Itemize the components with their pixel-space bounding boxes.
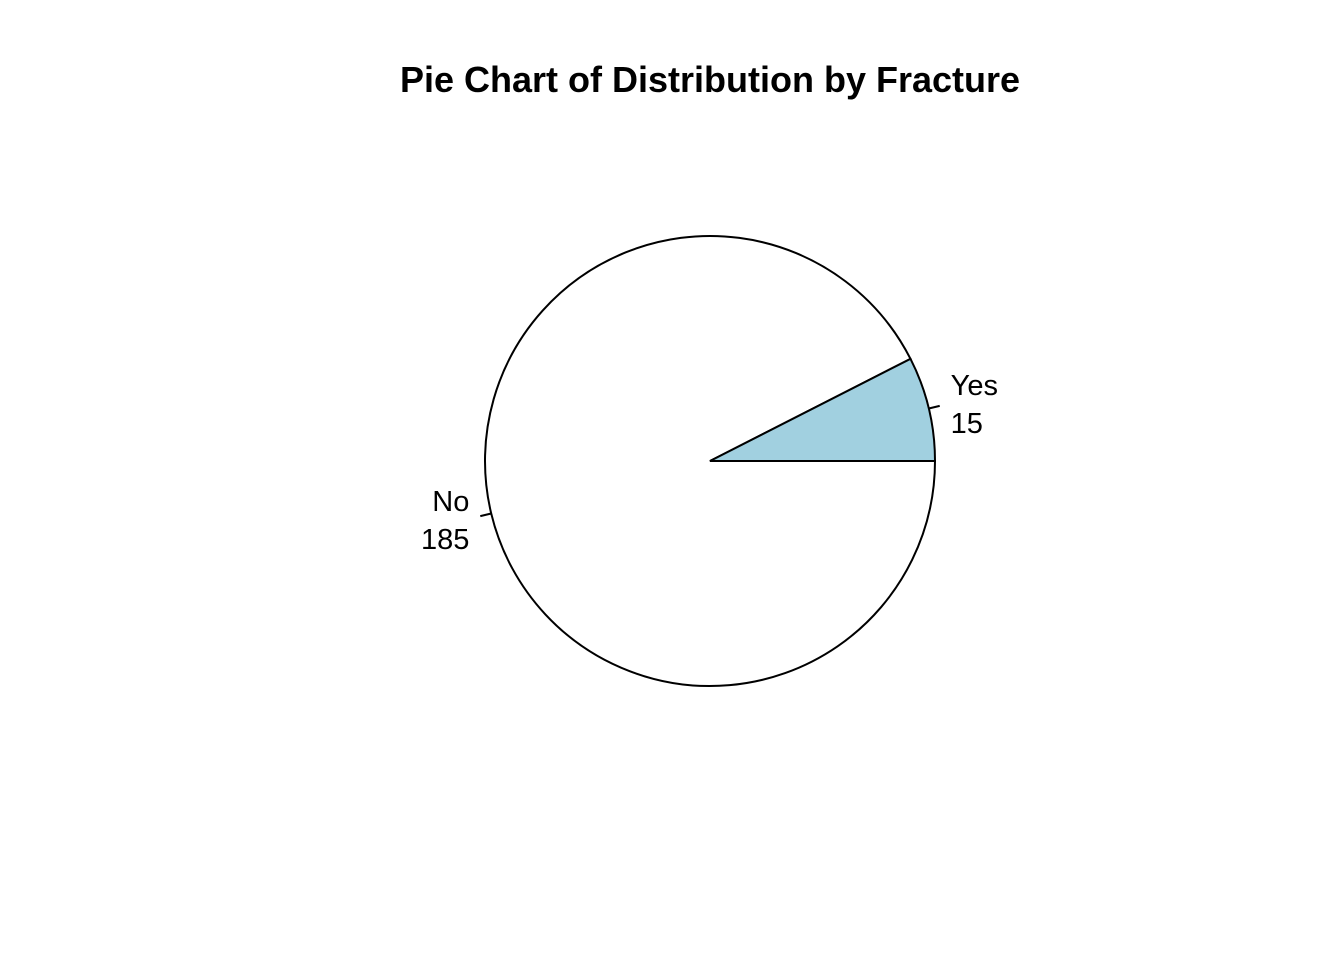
pie-slice-yes	[709, 357, 937, 462]
slice-category-label: No	[432, 486, 469, 518]
slice-label-ticks	[480, 404, 940, 518]
slice-value-label: 185	[421, 524, 469, 556]
pie-slices	[484, 235, 937, 687]
slice-category-label: Yes	[951, 370, 998, 402]
chart-title: Pie Chart of Distribution by Fracture	[399, 59, 1021, 100]
slice-label-no: No 185	[421, 486, 469, 556]
slice-label-yes: Yes 15	[951, 370, 998, 440]
slice-labels: No 185 Yes 15	[421, 370, 998, 556]
slice-value-label: 15	[951, 408, 983, 440]
label-tick-no	[480, 512, 492, 518]
label-tick-yes	[928, 404, 940, 410]
